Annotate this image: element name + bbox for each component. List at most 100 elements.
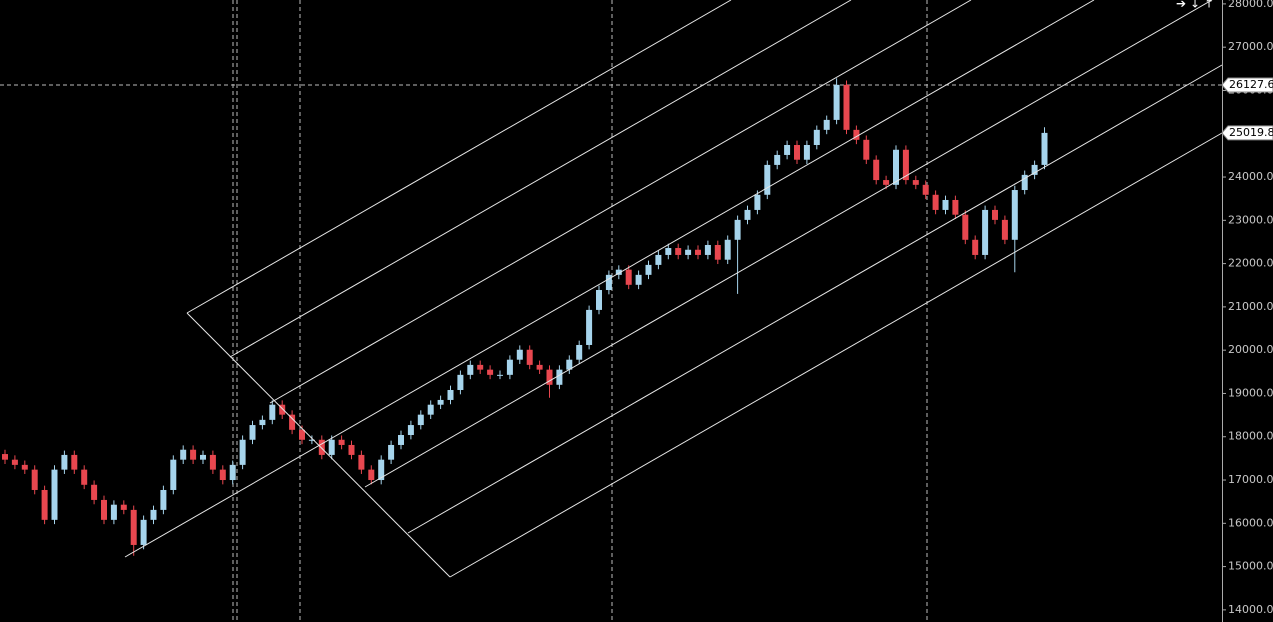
candle-body	[972, 239, 979, 255]
candle-body	[645, 264, 652, 275]
candle-body	[635, 274, 642, 285]
candle-body	[536, 364, 543, 370]
candle-body	[784, 145, 791, 155]
candle-body	[338, 439, 345, 445]
candle-body	[932, 194, 939, 210]
candle-body	[398, 435, 404, 445]
vertical-grid	[232, 0, 928, 622]
candle-body	[952, 199, 959, 215]
y-tick-label: 18000.0	[1228, 430, 1273, 443]
nav-icons[interactable]: ➔ ↓ ↑	[1176, 0, 1214, 11]
pitchfork-line	[229, 0, 852, 358]
pitchfork-line	[449, 132, 1223, 578]
candle-body	[873, 159, 880, 181]
candle-body	[437, 399, 444, 405]
price-axis: 14000.0 15000.0 16000.0 17000.0 18000.0 19000…	[1221, 0, 1273, 616]
candle-body	[566, 359, 573, 370]
candle-body	[51, 469, 58, 520]
candle-body	[81, 469, 88, 485]
candle-body	[685, 249, 692, 255]
candle-body	[833, 84, 840, 120]
pitchfork	[124, 0, 1223, 578]
candle-body	[942, 199, 949, 210]
candle-body	[734, 219, 741, 240]
candle-body	[101, 499, 107, 520]
price-label: 26127.6	[1229, 78, 1273, 91]
candle-body	[803, 145, 810, 160]
candle-body	[308, 439, 315, 441]
candle-body	[586, 309, 593, 345]
pitchfork-line	[407, 64, 1223, 534]
candle-body	[160, 489, 167, 510]
candle-body	[962, 214, 969, 240]
scroll-down-icon[interactable]: ↓	[1190, 0, 1200, 11]
candle-body	[675, 248, 682, 255]
candle-body	[467, 364, 474, 375]
candle-body	[823, 119, 830, 130]
pitchfork-line	[186, 0, 732, 314]
scroll-right-icon[interactable]: ➔	[1176, 0, 1186, 11]
candle-body	[853, 129, 860, 140]
candle-body	[1041, 132, 1048, 165]
scroll-up-icon[interactable]: ↑	[1204, 0, 1214, 11]
candle-body	[110, 504, 117, 520]
candle-body	[1031, 164, 1038, 175]
candle-body	[279, 404, 286, 415]
candle-body	[992, 209, 998, 220]
y-tick-label: 15000.0	[1228, 560, 1273, 573]
candle-body	[556, 369, 563, 385]
candle-body	[754, 194, 761, 210]
candle-body	[170, 459, 177, 490]
candle-body	[546, 369, 553, 385]
candle-body	[893, 149, 899, 185]
candle-body	[695, 249, 701, 255]
candle-body	[140, 519, 147, 545]
candle-body	[130, 509, 137, 545]
candle-body	[576, 344, 583, 360]
candle-body	[61, 454, 68, 470]
candle-body	[427, 404, 434, 415]
candle-body	[447, 389, 454, 400]
candle-body	[269, 404, 276, 420]
pitchfork-base	[186, 312, 451, 578]
y-tick-label: 14000.0	[1228, 603, 1273, 616]
y-tick-label: 28000.0	[1228, 0, 1273, 10]
candle-body	[190, 449, 197, 460]
candle-body	[150, 509, 157, 520]
candle-body	[11, 459, 18, 465]
candle-body	[863, 139, 870, 160]
candle-body	[91, 484, 98, 500]
y-tick-label: 22000.0	[1228, 257, 1273, 270]
candle-body	[209, 454, 216, 470]
candle-body	[299, 429, 305, 440]
candle-body	[704, 244, 711, 255]
candle-body	[813, 129, 820, 146]
candle-body	[774, 154, 781, 165]
price-label: 25019.8	[1229, 126, 1273, 139]
candle-body	[883, 180, 890, 185]
price-label-box	[1221, 77, 1273, 93]
y-tick-label: 17000.0	[1228, 473, 1273, 486]
y-tick-label: 24000.0	[1228, 170, 1273, 183]
price-label-box	[1221, 125, 1273, 141]
candle-body	[120, 504, 127, 510]
y-tick-label: 16000.0	[1228, 516, 1273, 529]
candle-body	[407, 425, 414, 436]
candle-body	[497, 374, 503, 376]
candle-body	[506, 359, 513, 375]
candle-body	[2, 454, 8, 460]
y-tick-label: 20000.0	[1228, 343, 1273, 356]
candle-body	[1011, 190, 1018, 240]
candle-body	[219, 469, 226, 481]
candle-body	[229, 464, 236, 481]
candle-body	[180, 449, 187, 460]
candle-body	[912, 180, 919, 185]
pitchfork-line	[364, 0, 1213, 488]
candle-body	[348, 444, 355, 455]
candle-body	[249, 425, 256, 440]
candle-body	[388, 444, 395, 460]
candle-body	[328, 439, 335, 455]
candle-body	[71, 454, 78, 470]
candle-body	[982, 209, 989, 255]
